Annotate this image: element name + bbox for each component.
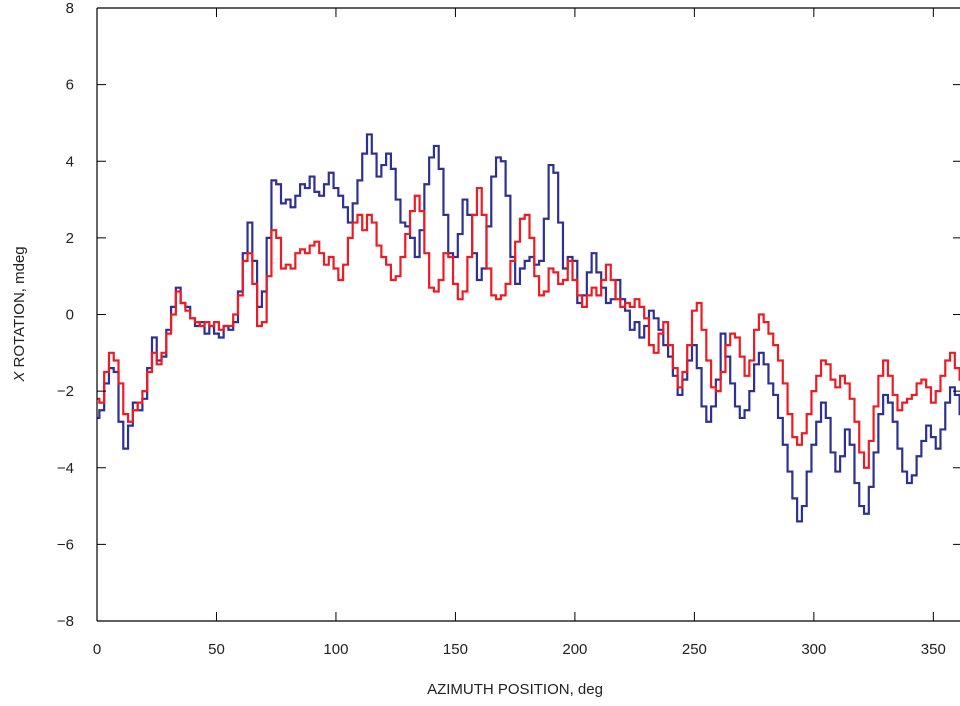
x-tick-label: 100 bbox=[323, 641, 348, 658]
y-tick-label: 2 bbox=[66, 230, 74, 247]
x-tick-label: 350 bbox=[921, 641, 946, 658]
x-axis-title: AZIMUTH POSITION, deg bbox=[427, 681, 603, 698]
y-tick-label: 0 bbox=[66, 307, 74, 324]
y-tick-label: 8 bbox=[66, 0, 74, 17]
y-tick-label: 6 bbox=[66, 77, 74, 94]
y-axis-title-italic: X bbox=[11, 371, 28, 383]
y-axis-title-rest: ROTATION, mdeg bbox=[11, 246, 28, 371]
series-line-2 bbox=[97, 186, 960, 469]
x-tick-label: 0 bbox=[93, 641, 101, 658]
x-tick-label: 150 bbox=[443, 641, 468, 658]
plot-area bbox=[97, 133, 960, 523]
x-tick-label: 200 bbox=[562, 641, 587, 658]
y-ticks: 8 6 4 2 0 −2 −4 −6 −8 bbox=[57, 0, 960, 630]
x-tick-label: 50 bbox=[208, 641, 225, 658]
y-tick-label: −2 bbox=[57, 383, 74, 400]
y-tick-label: −8 bbox=[57, 613, 74, 630]
y-axis-title: X ROTATION, mdeg bbox=[11, 246, 28, 382]
x-ticks: 0 50 100 150 200 250 300 350 bbox=[93, 8, 946, 658]
y-tick-label: 4 bbox=[66, 153, 74, 170]
y-tick-label: −6 bbox=[57, 536, 74, 553]
series-line-1 bbox=[97, 133, 960, 523]
x-tick-label: 250 bbox=[682, 641, 707, 658]
x-tick-label: 300 bbox=[801, 641, 826, 658]
y-tick-label: −4 bbox=[57, 460, 74, 477]
